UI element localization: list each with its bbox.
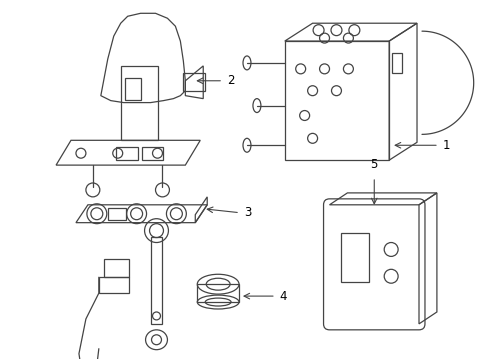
Text: 5: 5 (370, 158, 377, 171)
Bar (121, 66, 158, 140)
Text: 4: 4 (279, 289, 287, 303)
Bar (107, 208, 125, 220)
Text: 3: 3 (244, 206, 251, 219)
Bar (341, 233, 368, 282)
Bar (391, 53, 401, 73)
Text: 1: 1 (442, 139, 449, 152)
Bar (183, 73, 205, 91)
Bar (142, 147, 163, 160)
Bar (124, 78, 141, 100)
Bar (116, 147, 137, 160)
Bar (99, 277, 128, 293)
Text: 2: 2 (226, 74, 234, 87)
Bar (103, 260, 128, 277)
